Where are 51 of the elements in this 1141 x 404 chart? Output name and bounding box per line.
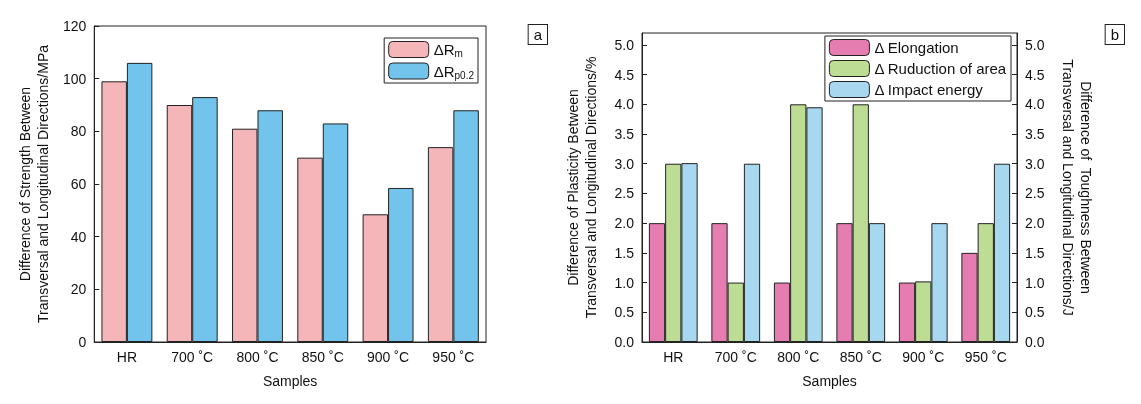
x-tick-label: HR (116, 349, 138, 365)
x-tick-label: 850 ˚C (839, 349, 882, 365)
x-axis-title: Samples (802, 373, 857, 389)
y-tick-label: 0 (78, 334, 87, 350)
y2-tick-label: 2.0 (1025, 215, 1045, 232)
y2-tick-label: 2.5 (1025, 185, 1045, 202)
y2-tick-label: 4.0 (1025, 96, 1045, 113)
y-tick-label: 120 (62, 18, 87, 34)
y2-tick-label: 1.0 (1025, 274, 1045, 291)
x-tick-label: 950 ˚C (432, 349, 475, 365)
legend-label: Δ Ruduction of area (874, 60, 1007, 77)
legend-label: Δ Impact energy (874, 81, 984, 98)
y-tick-label: 5.0 (614, 36, 635, 53)
x-tick-label: 800 ˚C (236, 349, 279, 365)
x-tick-label: 700 ˚C (714, 349, 757, 365)
y-tick-label: 2.5 (614, 185, 635, 202)
y2-tick-label: 1.5 (1025, 244, 1045, 261)
y2-tick-label: 5.0 (1025, 36, 1045, 53)
x-tick-label: 700 ˚C (171, 349, 214, 365)
text: b (1110, 26, 1119, 43)
y-tick-label: 80 (70, 123, 87, 140)
y-tick-label: 3.5 (614, 126, 635, 143)
y-tick-label: 60 (70, 176, 87, 192)
y2-tick-label: 0.0 (1025, 334, 1045, 350)
y2-tick-label: 3.5 (1025, 126, 1045, 143)
y-tick-label: 0.0 (614, 334, 635, 350)
x-tick-label: 800 ˚C (777, 349, 820, 365)
y2-tick-label: 0.5 (1025, 304, 1045, 321)
y-tick-label: 1.0 (614, 274, 635, 291)
y2-axis-title: Difference of Toughness Between Transversal and Longitudinal Directions/J (1060, 59, 1094, 316)
y-tick-label: 1.5 (614, 244, 635, 261)
legend-label: Δ Elongation (874, 39, 959, 56)
x-axis-title: Samples (262, 373, 318, 389)
y2-tick-label: 4.5 (1025, 66, 1045, 83)
y-axis-title: Difference of Strength Between Transversal and Longitudinal Directions/MPa (17, 44, 51, 324)
y-tick-label: 20 (70, 281, 87, 298)
y2-tick-label: 3.0 (1025, 155, 1045, 172)
x-tick-label: 950 ˚C (964, 349, 1007, 365)
y-axis-title: Difference of Plasticity Between Transversal and Longitudinal Directions/% (565, 56, 599, 319)
y-tick-label: 3.0 (614, 155, 635, 172)
y-tick-label: 0.5 (614, 304, 635, 321)
y-tick-label: 100 (62, 70, 87, 87)
y-tick-label: 2.0 (614, 215, 635, 232)
x-tick-label: 850 ˚C (301, 349, 344, 365)
y-tick-label: 4.5 (614, 66, 635, 83)
y-tick-label: 4.0 (614, 96, 635, 113)
x-tick-label: 900 ˚C (367, 349, 410, 365)
x-tick-label: HR (663, 349, 684, 365)
y-tick-label: 40 (70, 228, 87, 245)
text: a (533, 26, 543, 43)
x-tick-label: 900 ˚C (902, 349, 945, 365)
